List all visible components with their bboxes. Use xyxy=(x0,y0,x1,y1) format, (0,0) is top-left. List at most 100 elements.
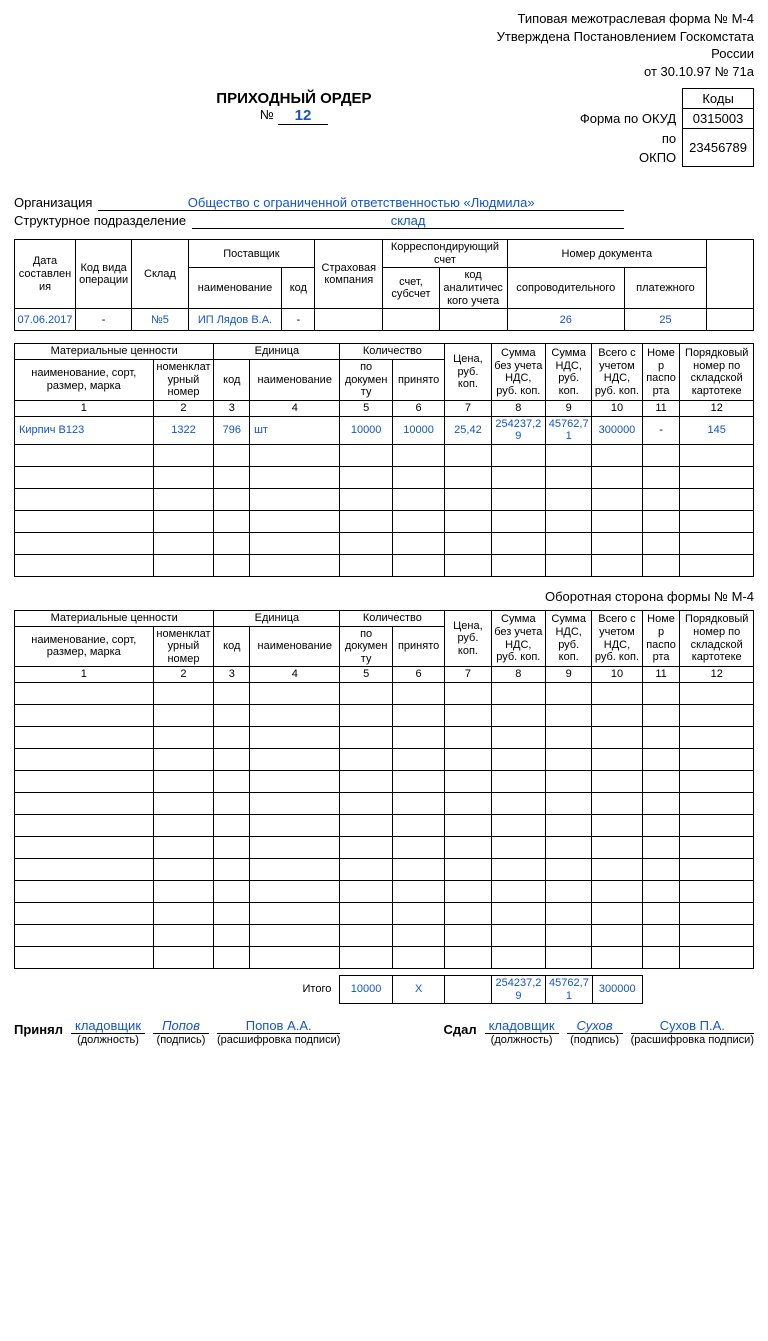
bcoln-10: 10 xyxy=(592,667,642,683)
b-price: Цена, руб. коп. xyxy=(445,610,491,667)
h-date: Дата составления xyxy=(15,240,76,309)
okud-label: Форма по ОКУД xyxy=(574,109,683,129)
r-anal xyxy=(439,309,507,331)
h2-card: Порядковый номер по складской картотеке xyxy=(680,344,754,401)
item-name: Кирпич В123 xyxy=(15,416,154,444)
coln-4: 4 xyxy=(250,400,340,416)
bcoln-8: 8 xyxy=(491,667,546,683)
b-total: Всего с учетом НДС, руб. коп. xyxy=(592,610,642,667)
item-vat: 45762,71 xyxy=(546,416,592,444)
title-text: ПРИХОДНЫЙ ОРДЕР xyxy=(216,90,371,107)
accepted-label: Принял xyxy=(14,1018,63,1037)
b-mat: Материальные ценности xyxy=(15,610,214,626)
items-table-back: Материальные ценности Единица Количество… xyxy=(14,610,754,969)
item-pass: - xyxy=(642,416,680,444)
b-ucode: код xyxy=(214,626,250,667)
totals-c9: 45762,71 xyxy=(546,976,592,1004)
coln-12: 12 xyxy=(680,400,754,416)
coln-3: 3 xyxy=(214,400,250,416)
item-total: 300000 xyxy=(592,416,642,444)
h2-uname: наименование xyxy=(250,360,340,401)
h2-unit: Единица xyxy=(214,344,340,360)
h2-name: наименование, сорт, размер, марка xyxy=(15,360,154,401)
h2-vat: Сумма НДС, руб. коп. xyxy=(546,344,592,401)
r-empty xyxy=(707,309,754,331)
coln-10: 10 xyxy=(592,400,642,416)
b-uname: наименование xyxy=(250,626,340,667)
h2-price: Цена, руб. коп. xyxy=(445,344,491,401)
r-accomp: 26 xyxy=(507,309,624,331)
h-acct: счет, субсчет xyxy=(383,268,439,309)
del-pos-label: (должность) xyxy=(485,1034,559,1046)
b-nom: номенклатурный номер xyxy=(153,626,214,667)
acc-sig-label: (подпись) xyxy=(153,1034,209,1046)
h-op: Код вида операции xyxy=(75,240,131,309)
bcoln-11: 11 xyxy=(642,667,680,683)
h2-accept: принято xyxy=(392,360,444,401)
bcoln-7: 7 xyxy=(445,667,491,683)
bcoln-9: 9 xyxy=(546,667,592,683)
okpo-label: ОКПО xyxy=(574,148,683,167)
item-ucode: 796 xyxy=(214,416,250,444)
r-date: 07.06.2017 xyxy=(15,309,76,331)
r-supcode: - xyxy=(282,309,315,331)
del-sig: Сухов xyxy=(567,1018,623,1034)
r-sup: ИП Лядов В.А. xyxy=(188,309,282,331)
r-pay: 25 xyxy=(624,309,706,331)
acc-pos: кладовщик xyxy=(71,1018,145,1034)
coln-9: 9 xyxy=(546,400,592,416)
b-card: Порядковый номер по складской картотеке xyxy=(680,610,754,667)
okpo-value: 23456789 xyxy=(683,129,754,167)
header-table: Дата составления Код вида операции Склад… xyxy=(14,239,754,331)
h-accomp: сопроводительного xyxy=(507,268,624,309)
totals-c6: Х xyxy=(392,976,445,1004)
totals-c5: 10000 xyxy=(340,976,393,1004)
codes-table: Коды Форма по ОКУД0315003 по23456789 ОКП… xyxy=(574,88,754,167)
bcoln-2: 2 xyxy=(153,667,214,683)
org-value: Общество с ограниченной ответственностью… xyxy=(98,195,624,211)
dept-value: склад xyxy=(192,213,624,229)
acc-dec-label: (расшифровка подписи) xyxy=(217,1034,340,1046)
acc-dec: Попов А.А. xyxy=(217,1018,340,1034)
coln-7: 7 xyxy=(445,400,491,416)
r-op: - xyxy=(75,309,131,331)
item-bydoc: 10000 xyxy=(340,416,392,444)
b-qty: Количество xyxy=(340,610,445,626)
item-accept: 10000 xyxy=(392,416,444,444)
totals-label: Итого xyxy=(14,976,340,1004)
h2-ucode: код xyxy=(214,360,250,401)
h2-qty: Количество xyxy=(340,344,445,360)
item-sumnovat: 254237,29 xyxy=(491,416,546,444)
coln-11: 11 xyxy=(642,400,680,416)
h-empty xyxy=(707,240,754,309)
okud-value: 0315003 xyxy=(683,109,754,129)
acc-pos-label: (должность) xyxy=(71,1034,145,1046)
org-label: Организация xyxy=(14,195,92,210)
document-title: ПРИХОДНЫЙ ОРДЕР № 12 xyxy=(14,90,574,125)
h2-mat: Материальные ценности xyxy=(15,344,214,360)
coln-8: 8 xyxy=(491,400,546,416)
items-table-front: Материальные ценности Единица Количество… xyxy=(14,343,754,576)
h-docnum: Номер документа xyxy=(507,240,706,268)
del-dec: Сухов П.А. xyxy=(631,1018,754,1034)
num-label: № xyxy=(260,107,274,122)
b-sumnovat: Сумма без учета НДС, руб. коп. xyxy=(491,610,546,667)
item-uname: шт xyxy=(250,416,340,444)
b-accept: принято xyxy=(392,626,444,667)
b-vat: Сумма НДС, руб. коп. xyxy=(546,610,592,667)
acc-sig: Попов xyxy=(153,1018,209,1034)
totals-c10: 300000 xyxy=(592,976,642,1004)
backside-label: Оборотная сторона формы № М-4 xyxy=(14,589,754,604)
bcoln-1: 1 xyxy=(15,667,154,683)
r-wh: №5 xyxy=(132,309,188,331)
delivered-label: Сдал xyxy=(443,1018,476,1037)
totals-c12 xyxy=(680,976,754,1004)
coln-5: 5 xyxy=(340,400,392,416)
h2-total: Всего с учетом НДС, руб. коп. xyxy=(592,344,642,401)
del-pos: кладовщик xyxy=(485,1018,559,1034)
h-pay: платежного xyxy=(624,268,706,309)
totals-c11 xyxy=(643,976,681,1004)
bcoln-5: 5 xyxy=(340,667,392,683)
coln-1: 1 xyxy=(15,400,154,416)
r-acct xyxy=(383,309,439,331)
